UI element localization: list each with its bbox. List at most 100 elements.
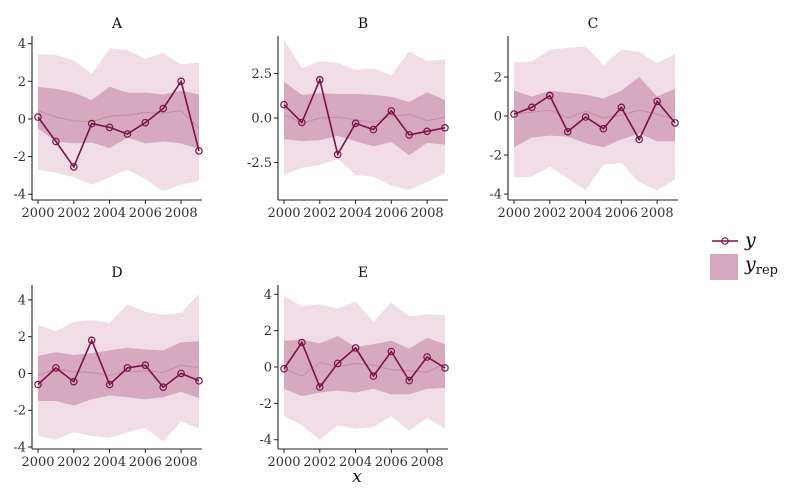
- y-point: [387, 107, 396, 115]
- y-tick-label: -4: [13, 188, 26, 203]
- panel-title: D: [111, 265, 122, 281]
- y-point: [105, 123, 114, 132]
- y-point: [87, 119, 96, 128]
- x-tick-label: 2000: [21, 206, 54, 221]
- legend-label-yrep-subscript: rep: [756, 263, 778, 278]
- y-tick-label: 0: [18, 112, 26, 127]
- y-series-line: [283, 340, 446, 389]
- y-point: [141, 118, 150, 127]
- x-axis-title: x: [352, 467, 362, 487]
- y-point: [315, 76, 324, 84]
- yrep-median-line: [37, 364, 200, 376]
- y-point: [510, 110, 518, 118]
- panel-title: B: [358, 16, 368, 32]
- yrep-median-line: [283, 113, 446, 124]
- yrep-median-line: [513, 109, 676, 121]
- legend-label-y: y: [744, 229, 756, 251]
- x-tick-label: 2002: [57, 206, 90, 221]
- x-tick-label: 2004: [93, 206, 126, 221]
- x-tick-label: 2008: [641, 206, 674, 221]
- y-point: [563, 127, 572, 136]
- x-tick-label: 2004: [569, 206, 602, 221]
- yrep-inner-band: [38, 86, 199, 150]
- panel-e: E -4 -2 0 2 4 2000 2002 2004 2006 2008: [259, 265, 449, 470]
- y-point: [298, 118, 306, 127]
- y-point: [387, 347, 396, 356]
- y-tick-label: 4: [18, 37, 26, 52]
- y-tick-label: 2: [264, 324, 272, 339]
- y-point: [653, 97, 661, 106]
- y-tick-label: 2.5: [251, 67, 272, 82]
- y-tick-label: 2: [494, 71, 502, 86]
- y-tick-label: 0: [494, 110, 502, 125]
- x-tick-label: 2002: [533, 206, 566, 221]
- y-point: [34, 113, 42, 121]
- y-point: [369, 125, 378, 134]
- y-tick-label: 0: [18, 367, 26, 382]
- y-point: [280, 364, 288, 373]
- x-tick-label: 2008: [411, 206, 444, 221]
- y-point: [141, 361, 150, 370]
- y-point: [581, 113, 590, 121]
- x-tick-label: 2008: [411, 455, 444, 470]
- y-point: [441, 124, 449, 132]
- y-point: [105, 380, 114, 389]
- y-point: [333, 359, 342, 368]
- y-point: [70, 377, 78, 386]
- y-point: [423, 353, 431, 361]
- y-series-line: [37, 79, 200, 169]
- y-point: [159, 104, 168, 113]
- x-tick-label: 2000: [21, 455, 54, 470]
- y-tick-label: 0.0: [251, 112, 272, 127]
- x-tick-label: 2006: [375, 455, 408, 470]
- y-point: [599, 124, 608, 133]
- legend-band-swatch: [710, 254, 738, 280]
- y-tick-label: -4: [489, 188, 502, 203]
- y-point: [369, 372, 378, 380]
- x-tick-label: 2004: [93, 455, 126, 470]
- panel-title: E: [358, 265, 368, 281]
- x-tick-label: 2008: [165, 206, 198, 221]
- yrep-median-line: [283, 361, 446, 377]
- legend-point-swatch: [721, 237, 729, 245]
- y-series-line: [283, 77, 446, 157]
- y-tick-label: -4: [259, 433, 272, 448]
- x-tick-label: 2008: [165, 455, 198, 470]
- y-point: [87, 336, 96, 345]
- panel-title: C: [588, 16, 599, 32]
- y-point: [441, 364, 449, 372]
- x-tick-label: 2006: [129, 206, 162, 221]
- y-tick-label: 2: [18, 330, 26, 345]
- y-point: [635, 135, 644, 144]
- y-point: [52, 137, 60, 146]
- y-point: [280, 100, 288, 109]
- x-tick-label: 2002: [303, 455, 336, 470]
- y-tick-label: 0: [264, 361, 272, 376]
- panel-d: D -4 -2 0 2 4 2000 2002 2004 2006 2008: [13, 265, 203, 470]
- x-tick-label: 2006: [605, 206, 638, 221]
- x-tick-label: 2002: [57, 455, 90, 470]
- panel-b: B -2.5 0.0 2.5 2000 2002 2004 2006 2008: [247, 16, 449, 221]
- x-tick-label: 2004: [339, 206, 372, 221]
- y-point: [298, 338, 306, 347]
- y-point: [177, 77, 185, 86]
- y-point: [70, 163, 78, 171]
- y-point: [159, 383, 168, 392]
- panel-a: A -4 -2 0 2 4 2000 2002 2004 2006 2008: [13, 16, 203, 221]
- y-tick-label: -2: [489, 149, 502, 164]
- y-tick-label: 4: [264, 288, 272, 303]
- y-tick-label: 2: [18, 75, 26, 90]
- panel-c: C -4 -2 0 2 2000 2002 2004 2006 2008: [489, 16, 679, 221]
- y-point: [405, 131, 414, 139]
- legend-label-yrep-main: y: [744, 253, 756, 275]
- y-point: [617, 103, 626, 112]
- y-point: [52, 364, 60, 372]
- y-point: [545, 91, 554, 100]
- y-point: [123, 130, 132, 138]
- y-tick-label: -2: [13, 404, 26, 419]
- yrep-median-line: [37, 109, 200, 129]
- y-point: [177, 369, 185, 378]
- x-tick-label: 2000: [267, 206, 300, 221]
